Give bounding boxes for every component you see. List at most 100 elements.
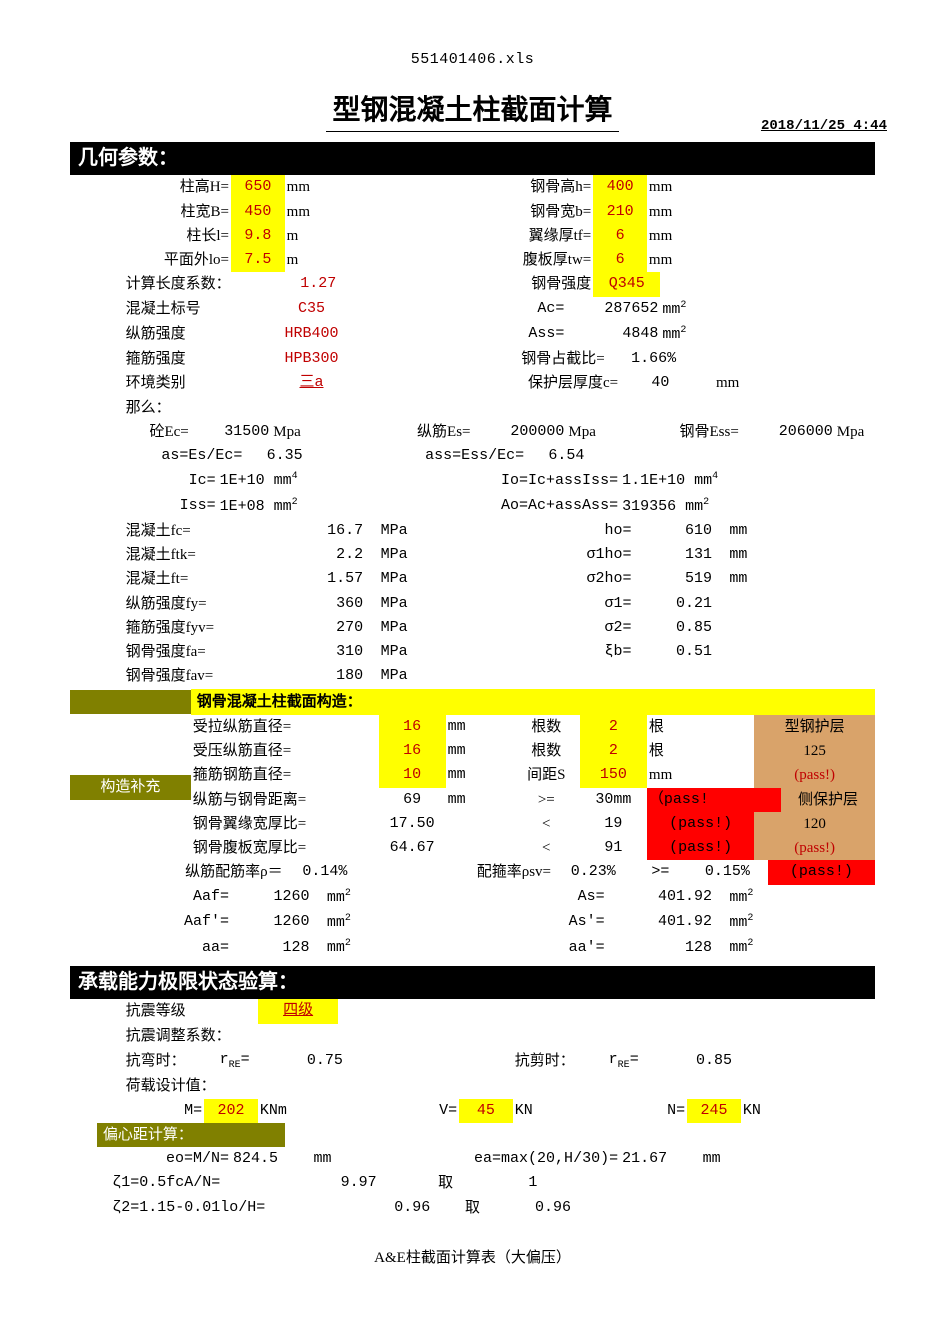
- unit: mm: [285, 200, 339, 224]
- lbl: 纵筋Es=: [352, 420, 473, 444]
- pass-badge: (pass!): [647, 836, 754, 860]
- lbl: aa'=: [526, 936, 607, 960]
- lbl: ea=max(20,H/30)=: [392, 1147, 620, 1171]
- lbl: 荷载设计值：: [124, 1074, 272, 1098]
- lbl: <: [513, 836, 580, 860]
- unit: MPa: [379, 543, 446, 567]
- lbl: 纵筋与钢骨距离=: [191, 788, 379, 812]
- lbl: >=: [513, 788, 580, 812]
- lbl: 箍筋强度fyv=: [124, 616, 272, 640]
- lbl: 钢骨宽b=: [473, 200, 594, 224]
- unit: mm: [647, 200, 701, 224]
- val: 0.75: [285, 1049, 366, 1073]
- side-cell: 侧保护层: [781, 788, 875, 812]
- unit: mm: [727, 519, 794, 543]
- side-cell: (pass!): [754, 836, 875, 860]
- construction-grid: 构造补充 受拉纵筋直径=16mm根数2根型钢护层受压纵筋直径=16mm根数2根1…: [70, 715, 875, 861]
- lbl: 保护层厚度c=: [432, 371, 620, 395]
- val: 650: [231, 175, 285, 199]
- val: 319356 mm2: [620, 494, 835, 519]
- lbl: 根数: [513, 739, 580, 763]
- section-subheader: 钢骨混凝土柱截面构造：: [191, 689, 875, 715]
- val: 19: [580, 812, 647, 836]
- val: 128: [231, 936, 312, 960]
- lbl: 受压纵筋直径=: [191, 739, 379, 763]
- val: 16: [379, 739, 446, 763]
- coef: rRE=: [218, 1048, 285, 1075]
- lbl: 平面外lo=: [124, 248, 231, 272]
- cmp: >=: [634, 860, 688, 884]
- unit: mm: [701, 1147, 755, 1171]
- lbl: As'=: [526, 910, 607, 934]
- unit: MPa: [379, 519, 446, 543]
- lbl: ζ2=1.15-0.01lo/H=: [110, 1196, 352, 1220]
- val: 0.14%: [285, 860, 366, 884]
- val: 0.96: [513, 1196, 594, 1220]
- lbl: as=Es/Ec=: [97, 444, 245, 468]
- lbl: 计算长度系数：: [124, 272, 285, 296]
- val: 30mm: [580, 788, 647, 812]
- val: 6: [593, 248, 647, 272]
- unit: MPa: [379, 592, 446, 616]
- val: 9.97: [298, 1171, 379, 1195]
- pass-badge: (pass!): [754, 763, 875, 787]
- val: 1: [499, 1171, 566, 1195]
- val: 610: [634, 519, 715, 543]
- val: 4848: [566, 322, 660, 346]
- lbl: eo=M/N=: [110, 1147, 231, 1171]
- lbl: σ1=: [513, 592, 634, 616]
- lbl: 抗震等级: [124, 999, 231, 1023]
- geom-grid: 柱高H= 650 mm 钢骨高h= 400 mm 柱宽B= 450 mm 钢骨宽…: [70, 175, 875, 420]
- lbl: 环境类别: [124, 371, 245, 395]
- lbl: 间距S: [513, 763, 580, 787]
- val: 310: [271, 640, 365, 664]
- val: 1.27: [285, 272, 352, 296]
- lbl: 纵筋强度: [124, 322, 245, 346]
- lbl: 受拉纵筋直径=: [191, 715, 379, 739]
- lbl: 翼缘厚tf=: [473, 224, 594, 248]
- lbl: 钢骨强度fa=: [124, 640, 272, 664]
- val: 31500: [191, 420, 272, 444]
- val: 10: [379, 763, 446, 787]
- timestamp: 2018/11/25 4:44: [761, 117, 887, 136]
- unit: mm: [446, 763, 500, 787]
- lbl: Ass=: [499, 322, 566, 346]
- val: 150: [580, 763, 647, 787]
- val: 401.92: [607, 885, 714, 909]
- lbl: ζ1=0.5fcA/N=: [110, 1171, 298, 1195]
- val: 1.66%: [607, 347, 701, 371]
- unit: mm: [647, 248, 701, 272]
- lbl: 抗震调整系数：: [124, 1024, 325, 1048]
- file-header: 551401406.xls: [70, 50, 875, 70]
- unit: m: [285, 224, 339, 248]
- unit: MPa: [379, 567, 446, 591]
- val: 0.96: [352, 1196, 433, 1220]
- unit: mm: [727, 567, 794, 591]
- val: 1260: [231, 910, 312, 934]
- lbl: 箍筋强度: [124, 347, 245, 371]
- val: 64.67: [379, 836, 446, 860]
- unit: mm: [647, 175, 701, 199]
- unit: mm: [285, 175, 339, 199]
- unit: mm: [727, 543, 794, 567]
- val: 17.50: [379, 812, 446, 836]
- lbl: 钢骨高h=: [473, 175, 594, 199]
- lbl: 配箍率ρsv=: [392, 860, 553, 884]
- val: 519: [634, 567, 715, 591]
- lbl: 混凝土标号: [124, 297, 245, 321]
- val: 2: [580, 715, 647, 739]
- lbl: 混凝土ft=: [124, 567, 272, 591]
- val: 91: [580, 836, 647, 860]
- unit: KNm: [258, 1099, 325, 1123]
- unit: mm: [647, 763, 701, 787]
- unit: mm: [714, 371, 768, 395]
- val: 6.35: [244, 444, 325, 468]
- pass-badge: (pass!): [647, 812, 754, 836]
- unit: mm2: [727, 885, 808, 910]
- unit: mm2: [325, 885, 406, 910]
- lbl: 取: [419, 1171, 473, 1195]
- val: 0.85: [634, 616, 715, 640]
- val: 131: [634, 543, 715, 567]
- unit: mm2: [660, 322, 727, 347]
- unit: mm2: [660, 297, 727, 322]
